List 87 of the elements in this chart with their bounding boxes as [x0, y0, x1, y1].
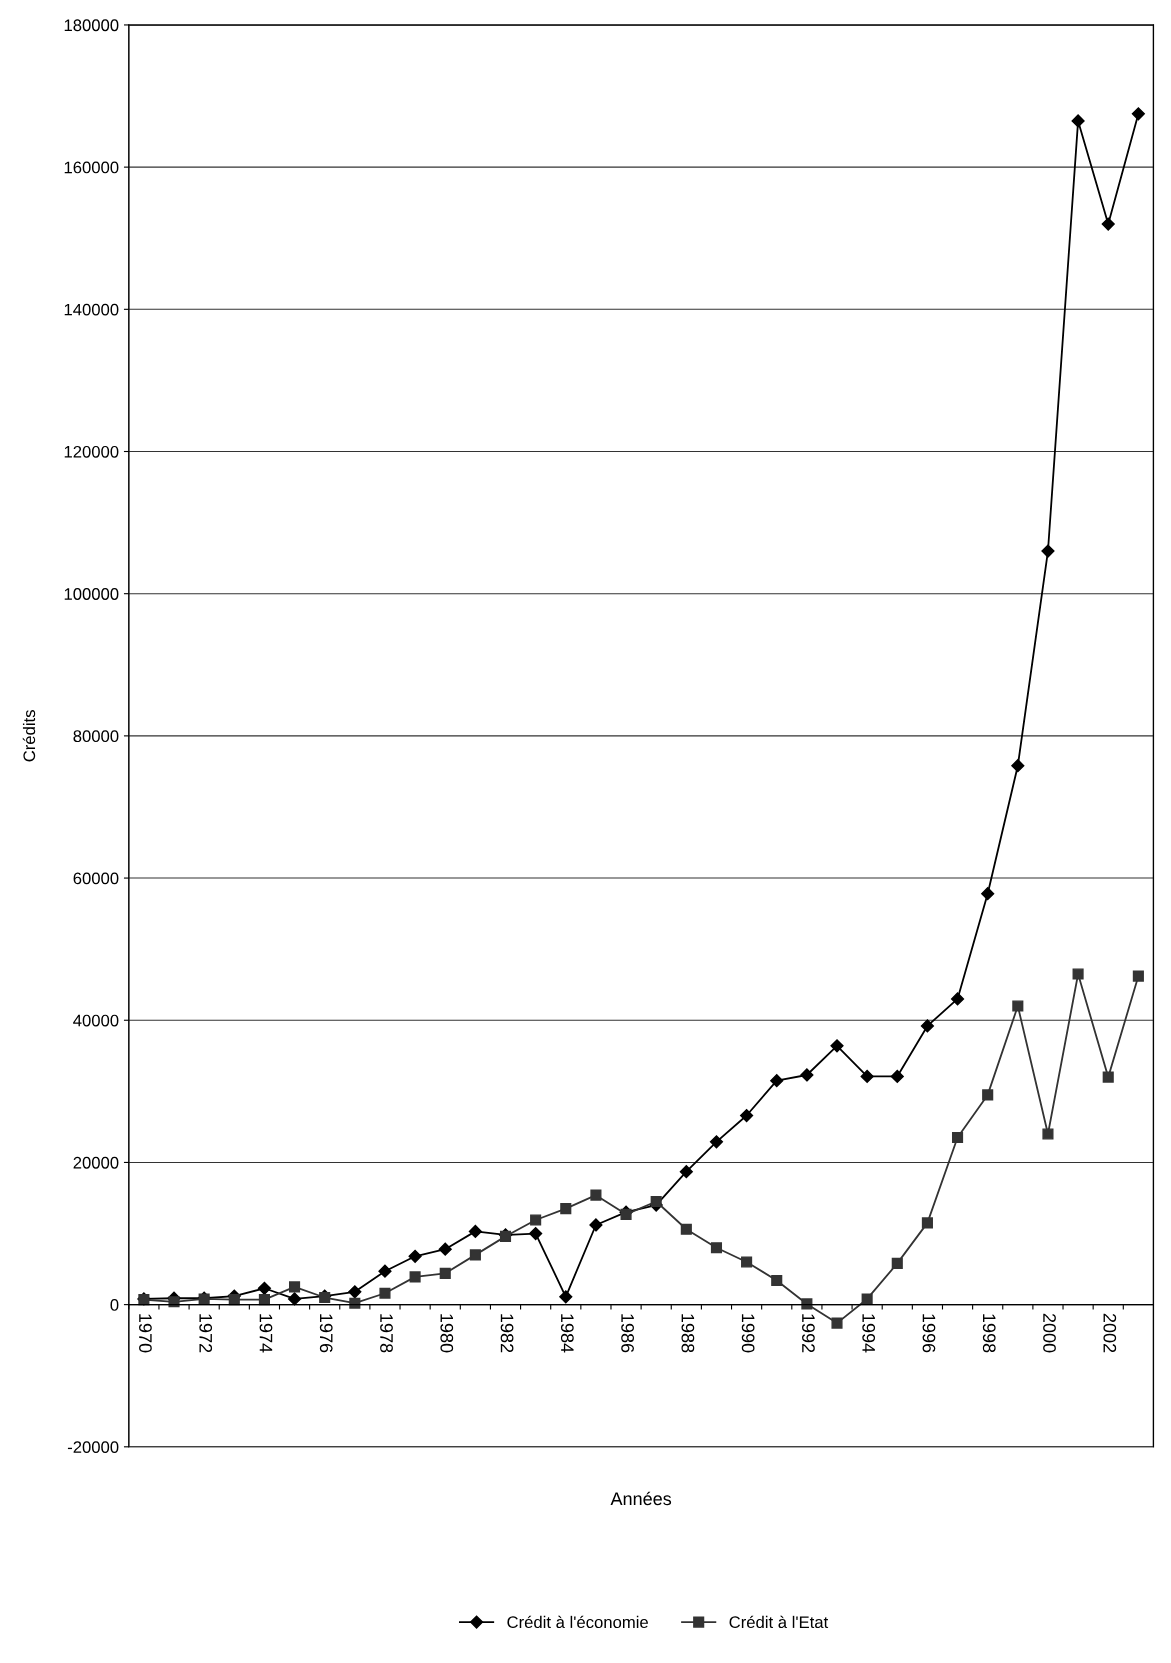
x-tick-label: 1984 [560, 1314, 574, 1353]
point [1011, 759, 1025, 773]
point [168, 1296, 180, 1308]
point [741, 1256, 753, 1268]
point [830, 1039, 844, 1053]
point [560, 1203, 572, 1215]
point [920, 1019, 935, 1033]
x-tick-label: 1976 [319, 1314, 333, 1353]
point [1012, 1000, 1024, 1012]
point [1131, 107, 1145, 121]
point [590, 1189, 602, 1201]
point [1072, 968, 1084, 980]
x-tick-label: 2000 [1043, 1313, 1056, 1353]
point [679, 1165, 693, 1179]
y-tick-label: 20000 [73, 1156, 119, 1169]
y-tick-label: 80000 [73, 730, 119, 743]
point [771, 1274, 783, 1287]
point [891, 1257, 903, 1269]
y-tick-label: 140000 [64, 303, 119, 316]
point [348, 1285, 362, 1299]
legend-label: Crédit à l'économie [507, 1615, 648, 1629]
point [1102, 1071, 1114, 1083]
point [559, 1290, 573, 1304]
x-axis-title: Années [610, 1491, 672, 1506]
point [257, 1281, 272, 1295]
point [589, 1218, 603, 1232]
point [439, 1267, 451, 1279]
point [378, 1264, 392, 1278]
point [438, 1242, 452, 1256]
y-tick-label: 40000 [73, 1014, 119, 1027]
x-tick-label: 1986 [621, 1314, 634, 1353]
point [890, 1069, 904, 1084]
point [950, 992, 965, 1006]
y-tick-label: 120000 [64, 445, 119, 458]
point [680, 1223, 692, 1235]
point [860, 1069, 874, 1084]
point [740, 1108, 754, 1123]
y-axis-title: Crédits [22, 710, 36, 762]
point [861, 1293, 873, 1305]
x-tick-label: 1988 [681, 1314, 695, 1353]
x-tick-label: 2002 [1103, 1313, 1117, 1353]
point [1101, 217, 1115, 231]
point [287, 1292, 302, 1306]
point [981, 887, 995, 901]
x-tick-label: 1994 [862, 1314, 876, 1353]
point [831, 1317, 843, 1329]
point [529, 1226, 543, 1241]
point [258, 1294, 270, 1306]
point [1042, 1128, 1054, 1140]
point [1071, 114, 1085, 128]
point [468, 1224, 482, 1238]
point [379, 1287, 391, 1299]
y-tick-label: 180000 [64, 19, 119, 32]
point [408, 1249, 422, 1263]
point [710, 1242, 723, 1254]
y-tick-label: -20000 [67, 1441, 119, 1454]
point [1041, 544, 1055, 558]
point [770, 1074, 784, 1088]
point [469, 1249, 481, 1261]
x-tick-label: 1996 [922, 1314, 936, 1353]
y-tick-label: 60000 [73, 872, 119, 885]
x-tick-label: 1982 [500, 1314, 514, 1353]
y-tick-label: 100000 [64, 588, 119, 600]
x-tick-label: 1990 [741, 1314, 755, 1353]
y-tick-label: 0 [110, 1299, 119, 1311]
point [800, 1068, 814, 1082]
point [530, 1214, 542, 1226]
point [951, 1131, 964, 1144]
point [921, 1217, 933, 1229]
x-tick-label: 1978 [380, 1314, 393, 1353]
y-tick-label: 160000 [64, 161, 119, 174]
x-tick-label: 1992 [802, 1314, 815, 1353]
x-tick-label: 1998 [982, 1314, 996, 1353]
legend-label: Crédit à l'Etat [729, 1615, 829, 1629]
point [982, 1089, 994, 1101]
x-tick-label: 1972 [199, 1314, 213, 1353]
point [349, 1297, 361, 1309]
x-tick-label: 1980 [440, 1314, 454, 1353]
x-tick-label: 1974 [259, 1314, 273, 1353]
point [801, 1298, 813, 1310]
point [289, 1281, 301, 1293]
point [228, 1294, 240, 1306]
x-tick-label: 1970 [139, 1314, 152, 1353]
point [409, 1271, 421, 1283]
point [709, 1135, 724, 1149]
point [1132, 970, 1144, 982]
point [650, 1195, 662, 1208]
